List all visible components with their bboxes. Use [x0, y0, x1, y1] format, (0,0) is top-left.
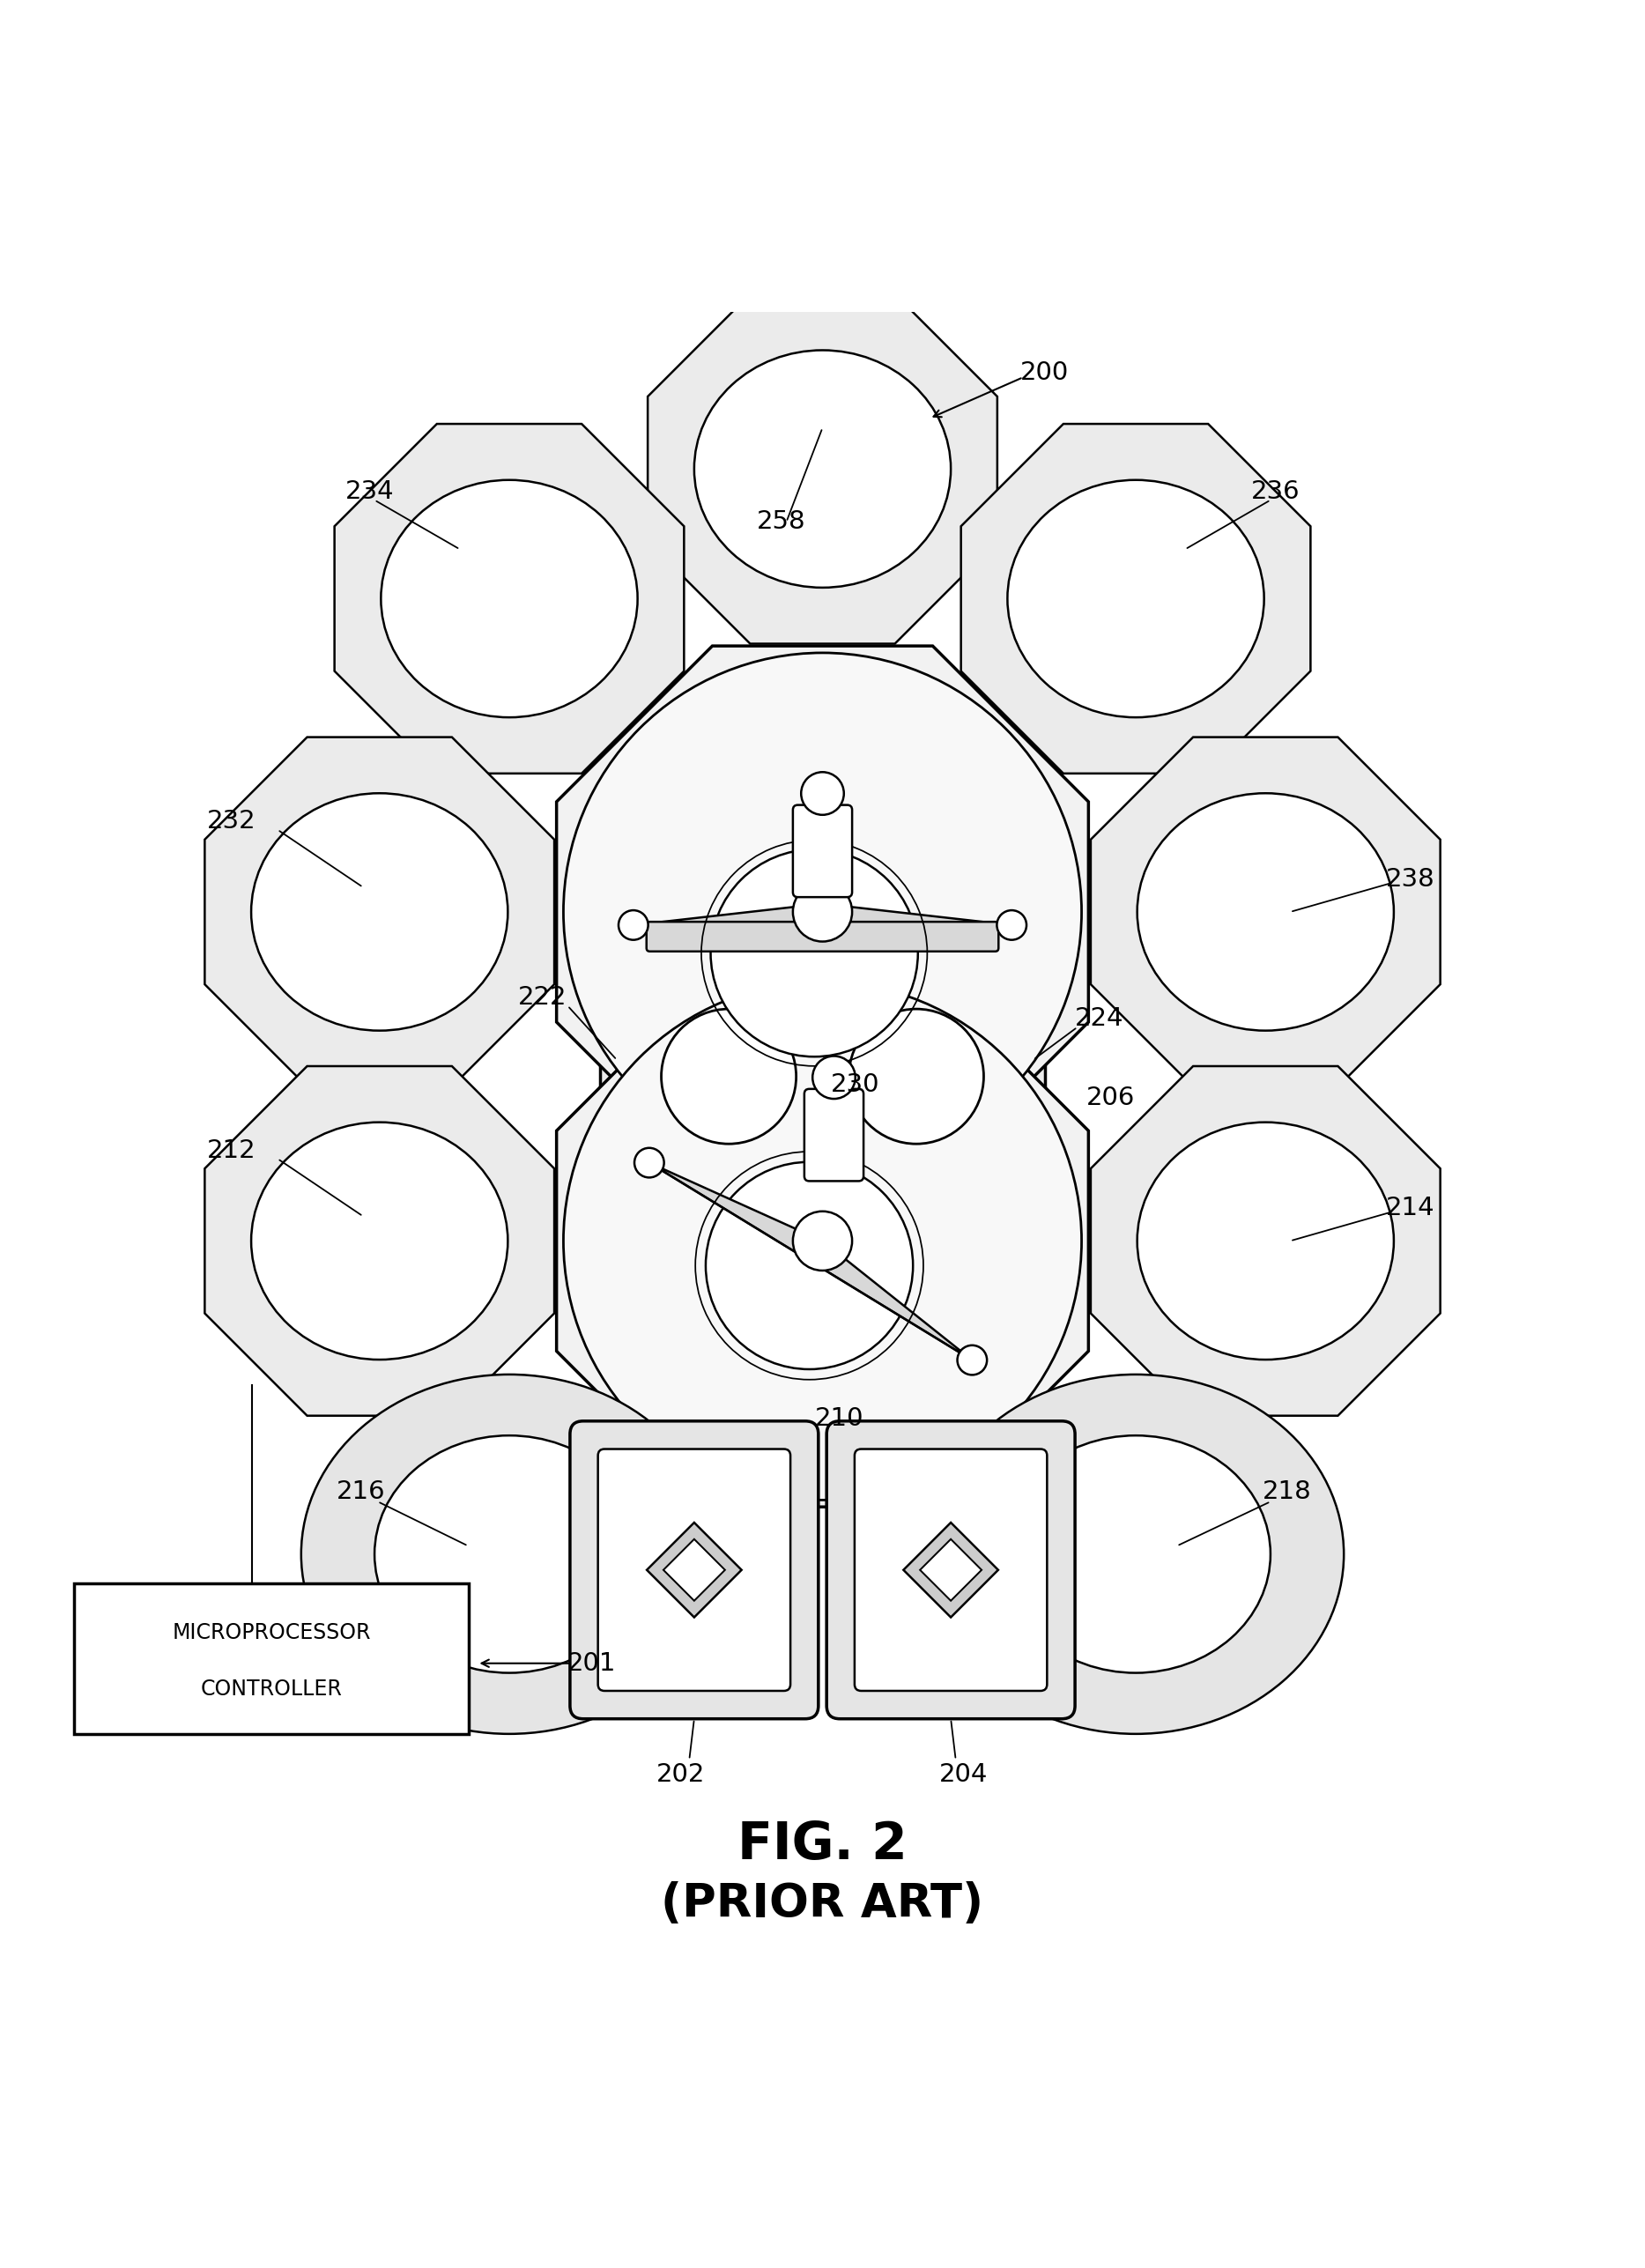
Ellipse shape: [694, 349, 951, 587]
Text: 238: 238: [1385, 866, 1434, 891]
Ellipse shape: [375, 1436, 643, 1674]
Polygon shape: [646, 1522, 742, 1617]
FancyBboxPatch shape: [599, 1449, 791, 1692]
Ellipse shape: [1002, 1436, 1270, 1674]
Circle shape: [635, 1148, 665, 1177]
Text: 218: 218: [1262, 1479, 1311, 1504]
Text: 222: 222: [518, 984, 568, 1009]
Text: 214: 214: [1385, 1195, 1434, 1220]
Circle shape: [706, 1161, 913, 1370]
Polygon shape: [600, 1005, 1045, 1148]
Text: 210: 210: [814, 1406, 864, 1431]
Text: 200: 200: [1020, 361, 1069, 386]
Circle shape: [793, 882, 852, 941]
Polygon shape: [204, 1066, 554, 1415]
Polygon shape: [961, 424, 1311, 773]
Text: 224: 224: [1074, 1007, 1124, 1032]
Polygon shape: [663, 1540, 725, 1601]
Text: 234: 234: [345, 479, 393, 503]
Polygon shape: [648, 295, 997, 644]
Text: 206: 206: [1086, 1086, 1135, 1109]
Polygon shape: [1091, 1066, 1441, 1415]
Ellipse shape: [661, 1009, 796, 1143]
Circle shape: [563, 982, 1082, 1499]
Circle shape: [563, 653, 1082, 1170]
FancyBboxPatch shape: [793, 805, 852, 898]
Text: 212: 212: [207, 1139, 257, 1163]
Polygon shape: [920, 1540, 982, 1601]
Circle shape: [711, 850, 918, 1057]
Ellipse shape: [1137, 794, 1393, 1030]
Ellipse shape: [1137, 1123, 1393, 1359]
Text: 230: 230: [831, 1073, 880, 1098]
Text: 236: 236: [1252, 479, 1300, 503]
FancyBboxPatch shape: [646, 921, 999, 950]
Circle shape: [793, 1211, 852, 1270]
FancyBboxPatch shape: [855, 1449, 1048, 1692]
Text: CONTROLLER: CONTROLLER: [201, 1678, 342, 1699]
Ellipse shape: [252, 1123, 508, 1359]
FancyBboxPatch shape: [74, 1583, 469, 1735]
Text: 258: 258: [757, 510, 806, 535]
Text: (PRIOR ART): (PRIOR ART): [661, 1880, 984, 1928]
Circle shape: [957, 1345, 987, 1374]
FancyBboxPatch shape: [571, 1422, 819, 1719]
Polygon shape: [903, 1522, 999, 1617]
Polygon shape: [204, 737, 554, 1086]
Circle shape: [813, 1057, 855, 1098]
Text: FIG. 2: FIG. 2: [737, 1819, 908, 1869]
Circle shape: [997, 909, 1026, 939]
Ellipse shape: [928, 1374, 1344, 1735]
Text: 232: 232: [207, 810, 257, 835]
Text: 216: 216: [337, 1479, 385, 1504]
Circle shape: [801, 771, 844, 814]
Ellipse shape: [252, 794, 508, 1030]
FancyBboxPatch shape: [804, 1089, 864, 1182]
Polygon shape: [334, 424, 684, 773]
Ellipse shape: [382, 481, 638, 717]
FancyBboxPatch shape: [826, 1422, 1076, 1719]
Circle shape: [619, 909, 648, 939]
Ellipse shape: [849, 1009, 984, 1143]
Polygon shape: [1091, 737, 1441, 1086]
Text: 202: 202: [656, 1762, 706, 1787]
Polygon shape: [556, 975, 1089, 1506]
Polygon shape: [650, 1163, 972, 1361]
Polygon shape: [556, 646, 1089, 1177]
Ellipse shape: [1007, 481, 1263, 717]
Ellipse shape: [301, 1374, 717, 1735]
Text: 201: 201: [568, 1651, 617, 1676]
Text: MICROPROCESSOR: MICROPROCESSOR: [173, 1622, 370, 1644]
Text: 204: 204: [939, 1762, 989, 1787]
Polygon shape: [633, 903, 1012, 925]
